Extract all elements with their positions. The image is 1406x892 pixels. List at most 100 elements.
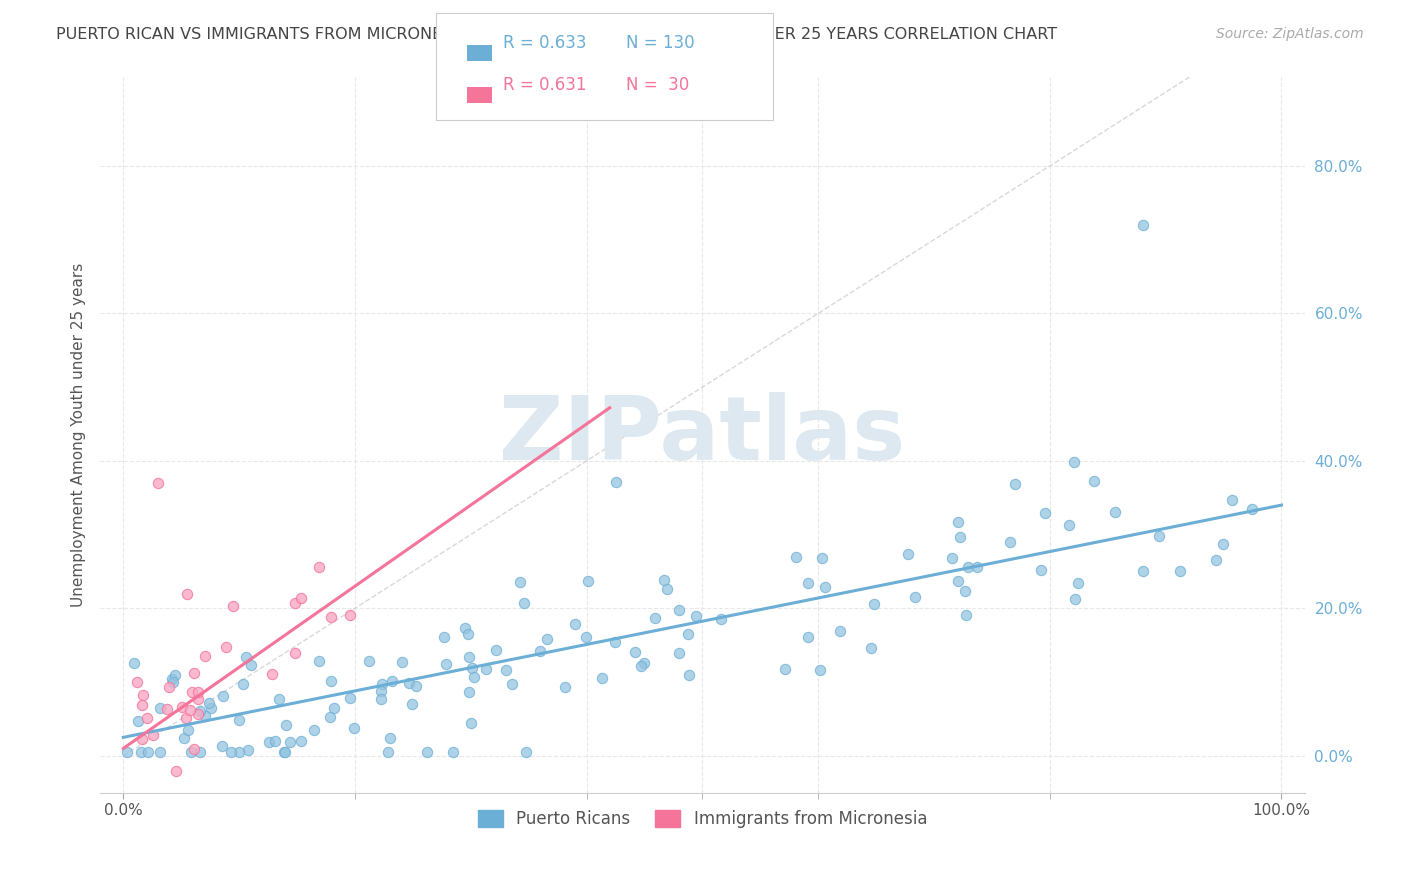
Point [623, 645, 645, 659]
Point [863, 597, 886, 611]
Point [1240, 501, 1263, 516]
Point [509, 575, 531, 590]
Point [290, 734, 312, 748]
Point [630, 659, 652, 673]
Point [1064, 592, 1087, 607]
Point [187, 706, 209, 721]
Point [1205, 553, 1227, 567]
Point [200, 701, 222, 715]
Point [416, 745, 439, 759]
Point [162, 675, 184, 690]
Text: ZIPatlas: ZIPatlas [499, 392, 905, 478]
Point [475, 662, 498, 676]
Point [274, 745, 297, 759]
Point [605, 475, 627, 490]
Point [966, 560, 988, 574]
Point [957, 559, 980, 574]
Point [215, 640, 238, 654]
Point [398, 676, 420, 690]
Point [941, 551, 963, 566]
Point [441, 745, 464, 759]
Point [401, 697, 423, 711]
Point [136, 745, 159, 759]
Text: PUERTO RICAN VS IMMIGRANTS FROM MICRONESIA UNEMPLOYMENT AMONG YOUTH UNDER 25 YEA: PUERTO RICAN VS IMMIGRANTS FROM MICRONES… [56, 27, 1057, 42]
Point [183, 665, 205, 680]
Point [194, 709, 217, 723]
Point [955, 607, 977, 622]
Point [897, 547, 920, 561]
Point [187, 685, 209, 699]
Point [170, 700, 193, 714]
Point [136, 711, 159, 725]
Point [1212, 537, 1234, 551]
Point [142, 728, 165, 742]
Point [633, 656, 655, 670]
Point [257, 735, 280, 749]
Point [124, 657, 146, 671]
Point [131, 698, 153, 713]
Point [163, 668, 186, 682]
Point [302, 723, 325, 737]
Point [1004, 477, 1026, 491]
Point [132, 688, 155, 702]
Point [1033, 507, 1056, 521]
Point [513, 596, 536, 610]
Legend: Puerto Ricans, Immigrants from Micronesia: Puerto Ricans, Immigrants from Micronesi… [471, 803, 934, 834]
Point [370, 692, 392, 706]
Point [814, 580, 837, 594]
Point [188, 745, 211, 759]
Point [308, 655, 330, 669]
Point [668, 647, 690, 661]
Point [1057, 517, 1080, 532]
Point [165, 764, 187, 778]
Point [949, 530, 972, 544]
Point [1132, 565, 1154, 579]
Point [370, 684, 392, 698]
Point [156, 701, 179, 715]
Point [655, 582, 678, 596]
Point [198, 696, 221, 710]
Point [380, 731, 402, 745]
Point [652, 573, 675, 587]
Point [1149, 529, 1171, 543]
Point [357, 654, 380, 668]
Point [463, 670, 485, 684]
Point [1104, 505, 1126, 519]
Point [188, 704, 211, 718]
Point [461, 661, 484, 675]
Point [710, 612, 733, 626]
Point [267, 691, 290, 706]
Point [339, 608, 361, 623]
Point [457, 685, 479, 699]
Point [228, 745, 250, 759]
Point [773, 662, 796, 676]
Text: N = 130: N = 130 [626, 34, 695, 52]
Point [157, 680, 180, 694]
Point [1220, 492, 1243, 507]
Point [998, 535, 1021, 549]
Text: N =  30: N = 30 [626, 76, 689, 94]
Point [678, 667, 700, 681]
Point [591, 671, 613, 685]
Point [860, 641, 883, 656]
Point [274, 718, 297, 732]
Point [575, 631, 598, 645]
Point [174, 711, 197, 725]
Point [644, 610, 666, 624]
Point [211, 739, 233, 754]
Point [219, 745, 242, 759]
Point [1067, 576, 1090, 591]
Point [432, 630, 454, 644]
Point [321, 609, 343, 624]
Point [1132, 218, 1154, 232]
Text: R = 0.631: R = 0.631 [503, 76, 586, 94]
Point [904, 590, 927, 604]
Point [321, 674, 343, 689]
Point [785, 549, 807, 564]
Point [668, 602, 690, 616]
Point [127, 714, 149, 728]
Point [117, 745, 139, 759]
Point [194, 649, 217, 664]
Point [485, 642, 508, 657]
Point [515, 745, 537, 759]
